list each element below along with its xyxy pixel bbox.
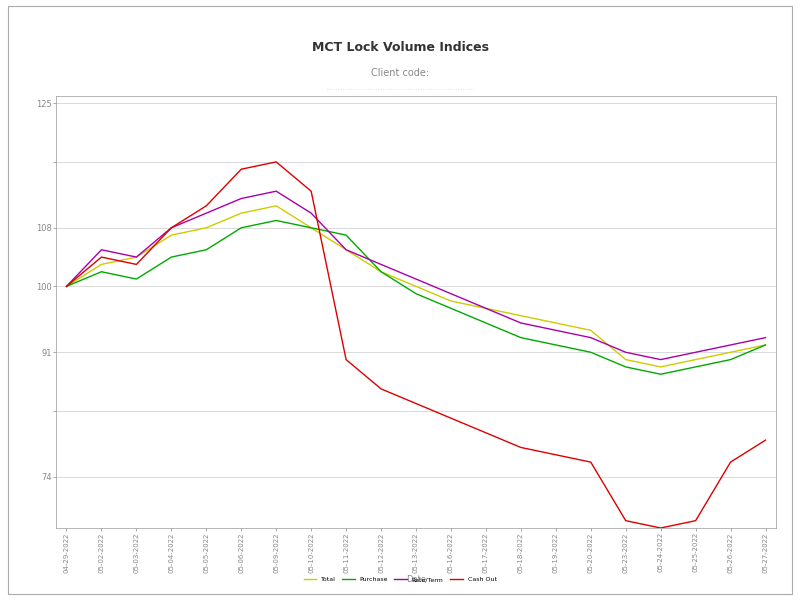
Cash Out xyxy=(131,261,141,268)
Cash Out xyxy=(306,188,316,195)
Legend: Total, Purchase, Rate/Term, Cash Out: Total, Purchase, Rate/Term, Cash Out xyxy=(301,575,499,585)
Purchase xyxy=(202,246,211,253)
Total xyxy=(761,341,770,349)
Line: Total: Total xyxy=(66,206,766,367)
Rate/Term xyxy=(761,334,770,341)
Total xyxy=(481,305,490,312)
Total xyxy=(131,253,141,260)
Total xyxy=(551,319,561,326)
Purchase xyxy=(621,364,630,371)
Total xyxy=(656,364,666,371)
Rate/Term xyxy=(481,305,490,312)
Cash Out xyxy=(551,451,561,458)
Cash Out xyxy=(376,385,386,392)
Purchase xyxy=(306,224,316,232)
Purchase xyxy=(446,305,456,312)
Cash Out xyxy=(97,253,106,260)
Purchase xyxy=(166,253,176,260)
Cash Out xyxy=(202,202,211,209)
Purchase xyxy=(761,341,770,349)
X-axis label: Date: Date xyxy=(406,575,426,584)
Rate/Term xyxy=(516,319,526,326)
Purchase xyxy=(551,341,561,349)
Cash Out xyxy=(761,437,770,444)
Rate/Term xyxy=(131,253,141,260)
Total xyxy=(376,268,386,275)
Cash Out xyxy=(411,400,421,407)
Text: Client code:: Client code: xyxy=(371,68,429,78)
Purchase xyxy=(726,356,735,363)
Purchase xyxy=(237,224,246,232)
Line: Cash Out: Cash Out xyxy=(66,162,766,528)
Rate/Term xyxy=(446,290,456,297)
Purchase xyxy=(691,364,701,371)
Rate/Term xyxy=(691,349,701,356)
Cash Out xyxy=(516,444,526,451)
Rate/Term xyxy=(726,341,735,349)
Rate/Term xyxy=(166,224,176,232)
Purchase xyxy=(342,232,351,239)
Purchase xyxy=(62,283,71,290)
Cash Out xyxy=(481,429,490,436)
Text: ............................................................: ........................................… xyxy=(325,87,475,91)
Rate/Term xyxy=(656,356,666,363)
Rate/Term xyxy=(621,349,630,356)
Total xyxy=(586,327,595,334)
Rate/Term xyxy=(306,209,316,217)
Total xyxy=(726,349,735,356)
Rate/Term xyxy=(62,283,71,290)
Rate/Term xyxy=(97,246,106,253)
Rate/Term xyxy=(237,195,246,202)
Cash Out xyxy=(342,356,351,363)
Purchase xyxy=(516,334,526,341)
Rate/Term xyxy=(342,246,351,253)
Total xyxy=(691,356,701,363)
Cash Out xyxy=(62,283,71,290)
Cash Out xyxy=(166,224,176,232)
Total xyxy=(237,209,246,217)
Cash Out xyxy=(656,524,666,532)
Rate/Term xyxy=(202,209,211,217)
Line: Rate/Term: Rate/Term xyxy=(66,191,766,359)
Purchase xyxy=(376,268,386,275)
Cash Out xyxy=(621,517,630,524)
Rate/Term xyxy=(376,261,386,268)
Total xyxy=(306,224,316,232)
Purchase xyxy=(656,371,666,378)
Rate/Term xyxy=(411,275,421,283)
Line: Purchase: Purchase xyxy=(66,220,766,374)
Purchase xyxy=(586,349,595,356)
Cash Out xyxy=(446,415,456,422)
Total xyxy=(342,246,351,253)
Total xyxy=(516,312,526,319)
Purchase xyxy=(97,268,106,275)
Total xyxy=(97,261,106,268)
Text: MCT Lock Volume Indices: MCT Lock Volume Indices xyxy=(311,41,489,54)
Total xyxy=(411,283,421,290)
Cash Out xyxy=(691,517,701,524)
Total xyxy=(446,298,456,305)
Purchase xyxy=(481,319,490,326)
Purchase xyxy=(411,290,421,297)
Purchase xyxy=(271,217,281,224)
Purchase xyxy=(131,275,141,283)
Total xyxy=(271,202,281,209)
Cash Out xyxy=(726,458,735,466)
Rate/Term xyxy=(586,334,595,341)
Rate/Term xyxy=(551,327,561,334)
Total xyxy=(62,283,71,290)
Cash Out xyxy=(586,458,595,466)
Total xyxy=(202,224,211,232)
Rate/Term xyxy=(271,188,281,195)
Total xyxy=(166,232,176,239)
Cash Out xyxy=(271,158,281,166)
Cash Out xyxy=(237,166,246,173)
Total xyxy=(621,356,630,363)
